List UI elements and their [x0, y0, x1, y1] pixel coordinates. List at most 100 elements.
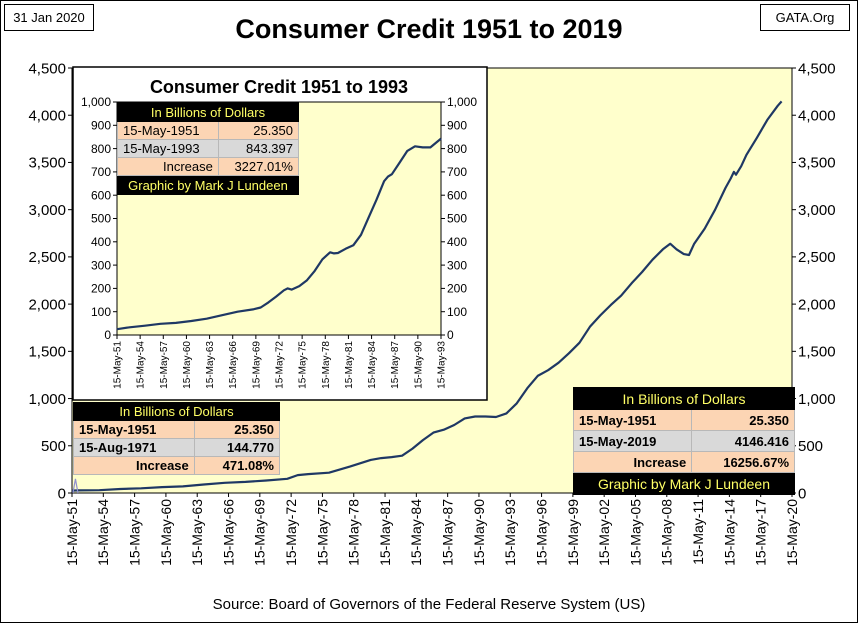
left-table-row-label: 15-May-1951 [73, 420, 195, 439]
date-label: 31 Jan 2020 [4, 4, 94, 31]
inset-table-row-label: 15-May-1993 [117, 139, 219, 158]
inset-y-tick-label-left: 0 [104, 328, 111, 342]
main-x-tick-label: 15-May-90 [471, 499, 487, 566]
inset-x-tick-label: 15-May-90 [413, 341, 424, 389]
inset-y-tick-label-left: 800 [91, 142, 111, 156]
inset-y-tick-label-left: 700 [91, 165, 111, 179]
inset-y-tick-label-right: 800 [447, 142, 467, 156]
main-table-row-value: 4146.416 [691, 430, 795, 452]
main-y-tick-label-left: 3,000 [28, 202, 66, 219]
main-x-tick-label: 15-May-60 [158, 499, 174, 566]
inset-y-tick-label-left: 500 [91, 212, 111, 226]
main-x-tick-label: 15-May-93 [502, 499, 518, 566]
left-table-row-value: 471.08% [193, 456, 281, 475]
main-y-tick-label-left: 3,500 [28, 155, 66, 172]
inset-y-tick-label-right: 300 [447, 258, 467, 272]
main-y-tick-label-right: 2,500 [798, 249, 836, 266]
inset-x-tick-label: 15-May-81 [344, 341, 355, 389]
inset-y-tick-label-right: 0 [447, 328, 454, 342]
inset-y-tick-label-left: 600 [91, 188, 111, 202]
inset-y-tick-label-right: 100 [447, 305, 467, 319]
inset-y-tick-label-right: 900 [447, 119, 467, 133]
inset-x-tick-label: 15-May-87 [390, 341, 401, 389]
inset-y-tick-label-left: 1,000 [81, 95, 111, 109]
main-x-tick-label: 15-May-81 [377, 499, 393, 566]
inset-x-tick-label: 15-May-72 [275, 341, 286, 389]
inset-y-tick-label-left: 200 [91, 282, 111, 296]
main-x-tick-label: 15-May-51 [64, 499, 80, 566]
inset-x-tick-label: 15-May-93 [437, 341, 448, 389]
inset-y-tick-label-right: 600 [447, 188, 467, 202]
main-x-tick-label: 15-May-99 [565, 499, 581, 566]
inset-table-row-value: 3227.01% [217, 157, 300, 176]
main-x-tick-label: 15-May-11 [690, 499, 706, 565]
main-table-row-value: 25.350 [691, 409, 795, 431]
main-table-header: In Billions of Dollars [573, 387, 795, 410]
main-x-tick-label: 15-May-54 [95, 499, 111, 566]
main-x-tick-label: 15-May-69 [252, 499, 268, 566]
inset-x-tick-label: 15-May-78 [321, 341, 332, 389]
main-x-tick-label: 15-May-78 [346, 499, 362, 566]
inset-y-tick-label-right: 200 [447, 282, 467, 296]
left-table-row-value: 25.350 [193, 420, 281, 439]
main-y-tick-label-left: 4,500 [28, 60, 66, 77]
main-y-tick-label-right: 3,500 [798, 155, 836, 172]
inset-table-header: In Billions of Dollars [117, 102, 299, 122]
inset-table-row-label: Increase [117, 157, 219, 176]
main-y-tick-label-right: 1,000 [798, 391, 836, 408]
main-x-tick-label: 15-May-72 [283, 499, 299, 566]
main-y-tick-label-right: 500 [798, 438, 823, 455]
inset-table-credit: Graphic by Mark J Lundeen [117, 175, 299, 195]
source-note: Source: Board of Governors of the Federa… [212, 596, 646, 613]
inset-y-tick-label-right: 400 [447, 235, 467, 249]
inset-x-tick-label: 15-May-66 [228, 341, 239, 389]
main-x-tick-label: 15-May-17 [753, 499, 769, 566]
inset-x-tick-label: 15-May-51 [113, 341, 124, 389]
inset-table-row-label: 15-May-1951 [117, 121, 219, 140]
inset-title: Consumer Credit 1951 to 1993 [150, 77, 408, 97]
inset-x-tick-label: 15-May-75 [298, 341, 309, 389]
main-table-credit: Graphic by Mark J Lundeen [573, 472, 795, 495]
inset-stats-table: In Billions of Dollars 15-May-1951 25.350… [117, 102, 300, 195]
main-y-tick-label-left: 4,000 [28, 107, 66, 124]
main-table-row-label: 15-May-2019 [572, 430, 693, 452]
inset-y-tick-label-right: 1,000 [447, 95, 477, 109]
left-table-row-label: Increase [73, 456, 195, 475]
main-x-tick-label: 15-May-84 [408, 499, 424, 566]
main-x-tick-label: 15-May-02 [596, 499, 612, 566]
main-y-tick-label-right: 4,500 [798, 60, 836, 77]
inset-x-tick-label: 15-May-69 [251, 341, 262, 389]
main-y-tick-label-left: 1,000 [28, 391, 66, 408]
main-y-tick-label-left: 2,000 [28, 296, 66, 313]
main-x-tick-label: 15-May-66 [220, 499, 236, 566]
chart-title: Consumer Credit 1951 to 2019 [235, 14, 623, 44]
left-table-row-label: 15-Aug-1971 [73, 438, 195, 457]
main-y-tick-label-right: 2,000 [798, 296, 836, 313]
inset-x-tick-label: 15-May-60 [182, 341, 193, 389]
inset-table-row-value: 25.350 [217, 121, 300, 140]
main-table-row-label: 15-May-1951 [572, 409, 693, 431]
main-stats-table: In Billions of Dollars 15-May-1951 25.350… [572, 387, 795, 495]
inset-series-line [116, 137, 442, 331]
inset-x-tick-label: 15-May-54 [136, 341, 147, 389]
main-y-tick-label-right: 1,500 [798, 344, 836, 361]
main-y-tick-label-left: 500 [41, 438, 66, 455]
main-y-tick-label-right: 0 [798, 485, 806, 502]
main-x-tick-label: 15-May-96 [533, 499, 549, 566]
main-table-row-value: 16256.67% [691, 451, 795, 473]
main-x-tick-label: 15-May-14 [721, 499, 737, 566]
inset-x-tick-label: 15-May-63 [205, 341, 216, 389]
main-x-tick-label: 15-May-05 [627, 499, 643, 566]
inset-y-tick-label-left: 900 [91, 119, 111, 133]
left-stats-table: In Billions of Dollars 15-May-1951 25.350… [73, 402, 281, 475]
main-x-tick-label: 15-May-87 [440, 499, 456, 566]
inset-x-tick-label: 15-May-84 [367, 341, 378, 389]
main-x-tick-label: 15-May-63 [189, 499, 205, 566]
main-x-tick-label: 15-May-08 [659, 499, 675, 566]
main-y-tick-label-right: 3,000 [798, 202, 836, 219]
inset-y-tick-label-right: 700 [447, 165, 467, 179]
inset-y-tick-label-left: 100 [91, 305, 111, 319]
main-y-tick-label-right: 4,000 [798, 107, 836, 124]
